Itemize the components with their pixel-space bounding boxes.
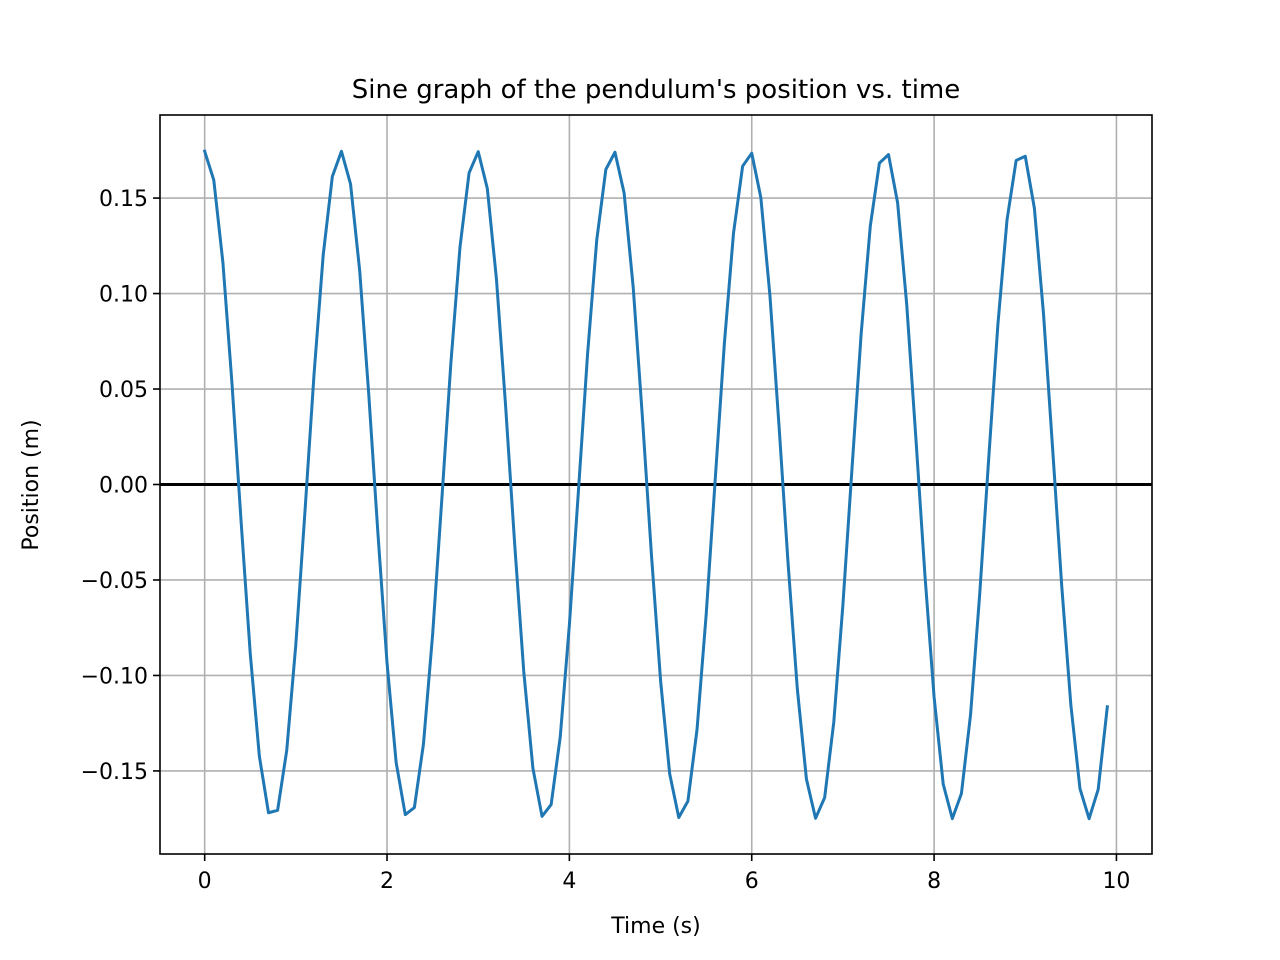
y-axis-ticks: 0.15 0.10 0.05 0.00 −0.05 −0.10 −0.15	[81, 187, 160, 785]
x-axis-label: Time (s)	[610, 914, 700, 939]
chart-title: Sine graph of the pendulum's position vs…	[352, 75, 961, 105]
y-tick-label: −0.10	[81, 664, 148, 689]
series-group	[202, 149, 1109, 821]
y-tick-label: 0.00	[99, 474, 148, 499]
y-tick-label: 0.15	[99, 187, 148, 212]
x-tick-label: 4	[562, 869, 576, 894]
series-line	[202, 149, 1109, 821]
x-tick-label: 6	[745, 869, 759, 894]
y-tick-label: 0.05	[99, 378, 148, 403]
x-tick-label: 8	[927, 869, 941, 894]
x-tick-label: 0	[198, 869, 212, 894]
x-axis-ticks: 0 2 4 6 8 10	[198, 854, 1130, 894]
y-axis-label: Position (m)	[19, 419, 44, 550]
x-tick-label: 2	[380, 869, 394, 894]
y-tick-label: −0.05	[81, 569, 148, 594]
x-tick-label: 10	[1102, 869, 1130, 894]
y-tick-label: 0.10	[99, 283, 148, 308]
y-tick-label: −0.15	[81, 760, 148, 785]
